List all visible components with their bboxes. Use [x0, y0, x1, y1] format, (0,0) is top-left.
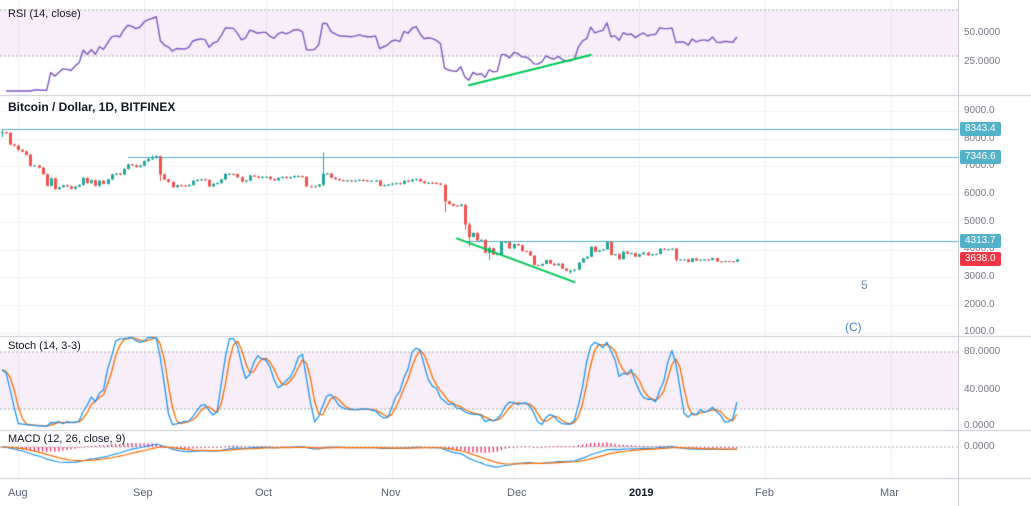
time-label: Dec [507, 487, 527, 499]
time-label: Oct [255, 487, 273, 499]
time-label: Mar [880, 487, 899, 499]
stoch-tick: 40.0000 [964, 384, 1001, 395]
time-label: Aug [8, 487, 28, 499]
price-tick: 1000.0 [964, 326, 995, 337]
time-label: Sep [133, 487, 153, 499]
last-price-label: 3638.0 [960, 252, 1001, 266]
price-line-label: 4313.7 [960, 234, 1001, 248]
rsi-tick: 25.0000 [964, 56, 1001, 67]
time-label: Feb [755, 487, 774, 499]
stoch-tick: 0.0000 [964, 420, 995, 431]
time-label: Nov [381, 487, 401, 499]
price-axis[interactable]: 50.0000 25.0000 9000.0 8000.0 7000.0 600… [958, 0, 1031, 506]
price-tick: 5000.0 [964, 216, 995, 227]
price-line-label: 7346.6 [960, 150, 1001, 164]
price-tick: 3000.0 [964, 271, 995, 282]
price-tick: 4000.0 [964, 243, 995, 254]
price-tick: 7000.0 [964, 160, 995, 171]
wave-label-c[interactable]: (C) [845, 320, 862, 334]
time-label-year: 2019 [629, 487, 654, 499]
symbol-title[interactable]: Bitcoin / Dollar, 1D, BITFINEX [8, 100, 176, 114]
macd-tick: 0.0000 [964, 441, 995, 452]
price-tick: 2000.0 [964, 299, 995, 310]
price-tick: 8000.0 [964, 133, 995, 144]
wave-label-5[interactable]: 5 [861, 278, 868, 292]
rsi-pane-label[interactable]: RSI (14, close) [8, 8, 81, 20]
stoch-pane-label[interactable]: Stoch (14, 3-3) [8, 340, 81, 352]
price-tick: 6000.0 [964, 188, 995, 199]
stoch-tick: 80.0000 [964, 346, 1001, 357]
rsi-tick: 50.0000 [964, 27, 1001, 38]
price-line-label: 8343.4 [960, 122, 1001, 136]
macd-pane-label[interactable]: MACD (12, 26, close, 9) [8, 433, 126, 445]
price-tick: 9000.0 [964, 105, 995, 116]
